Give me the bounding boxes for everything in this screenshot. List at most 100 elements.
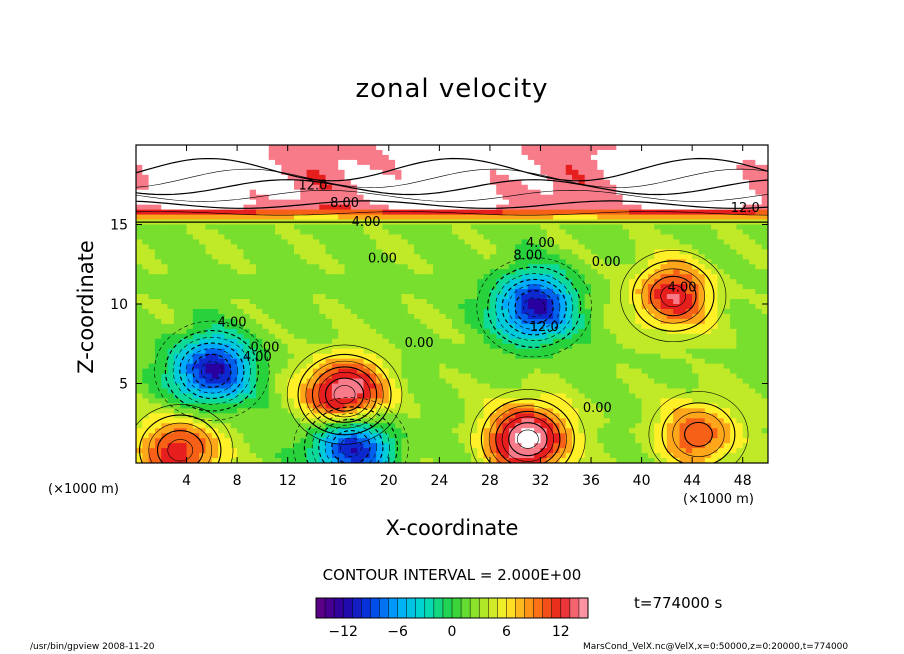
- field-cell: [622, 308, 630, 315]
- field-cell: [464, 378, 472, 385]
- field-cell: [553, 348, 561, 355]
- field-cell: [578, 239, 586, 245]
- field-cell: [572, 308, 579, 315]
- field-cell: [597, 224, 605, 231]
- field-cell: [167, 313, 175, 320]
- field-cell: [439, 443, 447, 449]
- field-cell: [515, 174, 523, 181]
- field-cell: [401, 433, 409, 439]
- field-cell: [521, 274, 529, 280]
- field-cell: [477, 368, 485, 375]
- field-cell: [521, 304, 529, 310]
- field-cell: [350, 179, 358, 186]
- field-cell: [572, 348, 579, 355]
- field-cell: [173, 308, 181, 315]
- field-cell: [243, 304, 251, 310]
- field-cell: [534, 333, 542, 340]
- field-cell: [489, 348, 497, 355]
- field-cell: [445, 388, 453, 395]
- field-cell: [281, 264, 289, 270]
- field-cell: [344, 274, 352, 280]
- field-cell: [319, 348, 327, 355]
- field-cell: [161, 343, 169, 350]
- field-cell: [578, 269, 586, 275]
- field-cell: [256, 398, 263, 404]
- field-cell: [306, 388, 314, 395]
- field-cell: [312, 274, 320, 280]
- field-cell: [616, 318, 624, 325]
- field-cell: [180, 209, 188, 216]
- field-cell: [553, 458, 561, 463]
- field-cell: [489, 199, 497, 206]
- field-cell: [578, 254, 586, 260]
- field-cell: [508, 423, 516, 429]
- field-cell: [401, 274, 409, 280]
- field-cell: [205, 159, 213, 166]
- field-cell: [534, 448, 542, 454]
- field-cell: [502, 189, 510, 196]
- field-cell: [154, 323, 162, 330]
- field-cell: [363, 308, 371, 315]
- field-cell: [249, 254, 257, 260]
- field-cell: [167, 264, 175, 270]
- field-cell: [192, 373, 200, 380]
- field-cell: [142, 363, 150, 370]
- field-cell: [180, 174, 188, 181]
- field-cell: [433, 323, 440, 330]
- field-cell: [218, 448, 226, 454]
- field-cell: [136, 458, 143, 463]
- field-cell: [489, 373, 497, 380]
- field-cell: [477, 154, 485, 161]
- field-cell: [268, 353, 276, 360]
- field-cell: [287, 149, 295, 156]
- field-cell: [452, 294, 459, 300]
- field-cell: [211, 269, 219, 275]
- field-cell: [578, 164, 586, 171]
- field-cell: [616, 338, 624, 345]
- field-cell: [470, 194, 478, 201]
- field-cell: [376, 353, 384, 360]
- field-cell: [540, 174, 548, 181]
- field-cell: [584, 145, 592, 151]
- field-cell: [268, 343, 276, 350]
- field-cell: [622, 323, 630, 330]
- field-cell: [256, 358, 263, 365]
- field-cell: [565, 264, 573, 270]
- field-cell: [521, 418, 529, 424]
- field-cell: [331, 189, 339, 196]
- field-cell: [433, 398, 440, 404]
- field-cell: [527, 343, 535, 350]
- field-cell: [559, 353, 567, 360]
- field-cell: [281, 328, 289, 335]
- field-cell: [294, 353, 301, 360]
- field-cell: [489, 403, 497, 409]
- field-cell: [230, 189, 238, 196]
- field-cell: [382, 299, 390, 305]
- field-cell: [369, 289, 377, 295]
- field-cell: [622, 159, 630, 166]
- field-cell: [578, 323, 586, 330]
- field-cell: [470, 428, 478, 434]
- field-cell: [521, 284, 529, 290]
- field-cell: [591, 433, 598, 439]
- field-cell: [527, 209, 535, 216]
- field-cell: [527, 239, 535, 245]
- field-cell: [616, 378, 624, 385]
- field-cell: [401, 318, 409, 325]
- field-cell: [578, 458, 586, 463]
- field-cell: [224, 333, 232, 340]
- field-cell: [180, 368, 188, 375]
- field-cell: [262, 413, 270, 419]
- field-cell: [477, 239, 485, 245]
- field-cell: [470, 328, 478, 335]
- field-cell: [167, 199, 175, 206]
- field-cell: [350, 453, 358, 459]
- field-cell: [306, 249, 314, 255]
- field-cell: [300, 373, 308, 380]
- field-cell: [622, 239, 630, 245]
- field-cell: [414, 328, 421, 335]
- field-cell: [300, 343, 308, 350]
- field-cell: [243, 214, 251, 221]
- field-cell: [154, 234, 162, 241]
- field-cell: [357, 333, 365, 340]
